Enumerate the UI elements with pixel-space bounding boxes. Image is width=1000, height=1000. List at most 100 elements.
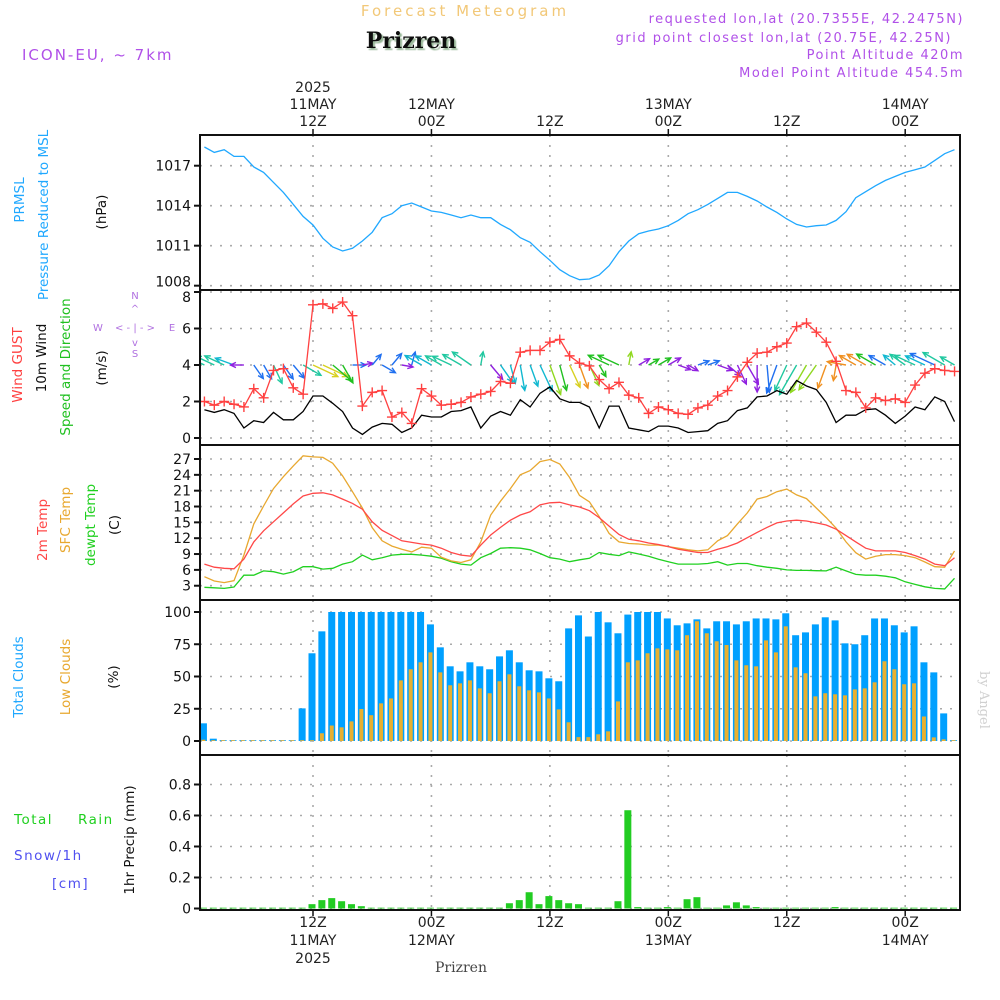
precip-bar (200, 907, 207, 909)
low-cloud-bar (635, 660, 640, 741)
bottom-time-label: 11MAY (290, 933, 337, 949)
total-cloud-bar (821, 617, 829, 741)
wind-arrow-head (520, 384, 528, 392)
wind-arrow-head (652, 358, 661, 365)
low-cloud-bar (310, 740, 314, 741)
watermark: by Angel (976, 671, 991, 729)
precip-bar (338, 901, 346, 909)
precip-total-label: Total (13, 812, 53, 828)
precip-bar (229, 907, 237, 909)
total-cloud-bar (367, 612, 375, 741)
clouds-tick-label: 25 (173, 702, 191, 718)
dewpoint-line (204, 547, 955, 590)
wind-arrow-head (855, 353, 863, 360)
precip-bar (802, 907, 809, 909)
top-time-label: 12MAY (408, 97, 455, 113)
wind-arrow-head (838, 354, 846, 361)
total-cloud-bar (387, 612, 395, 741)
wind-arrow-head (341, 371, 350, 378)
wind-arrow-head (684, 364, 693, 371)
total-cloud-bar (209, 738, 217, 741)
wind-tick-label: 2 (182, 395, 191, 411)
wind-arrow-head (414, 355, 422, 362)
wind-arrow-head (774, 384, 780, 393)
precip-bar (752, 907, 760, 909)
wind-gust-line-marker (377, 385, 388, 396)
low-cloud-bar (487, 693, 492, 741)
wind-arrow-head (741, 378, 748, 386)
wind-gust-line-marker (485, 386, 496, 397)
low-cloud-bar (517, 686, 522, 741)
precip-bar (387, 907, 395, 909)
wind-arrow-head (904, 355, 912, 362)
precip-bar (693, 897, 701, 909)
precip-bar (841, 907, 849, 909)
wind-gust-line-marker (732, 371, 743, 382)
precip-bar (288, 907, 296, 909)
low-cloud-bar (694, 621, 699, 741)
top-time-label: 12Z (536, 114, 563, 130)
wind-direction-arrow (845, 353, 867, 366)
clouds-unit: (%) (106, 665, 122, 688)
precip-tick-label: 0 (182, 902, 191, 918)
wind-arrow-head (600, 370, 607, 378)
wind-arrow-shaft (401, 364, 414, 368)
wind-arrow-head (882, 354, 890, 361)
wind-gust-line-marker (949, 366, 960, 377)
precip-bar (219, 907, 227, 909)
wind-direction-arrow (424, 355, 442, 366)
low-cloud-bar (477, 688, 482, 741)
wind-arrow-shaft (832, 364, 837, 381)
precip-bar (732, 902, 740, 909)
top-time-label: 12Z (299, 114, 326, 130)
wind-direction-arrow (568, 364, 581, 389)
wind-arrow-head (395, 352, 403, 360)
wind-gust-line-marker (308, 299, 318, 310)
pressure-tick-label: 1011 (155, 239, 191, 255)
total-cloud-bar (584, 636, 592, 741)
total-cloud-bar (920, 662, 928, 741)
precip-bar (792, 907, 800, 909)
grid-point-coords: grid point closest lon,lat (20.75E, 42.2… (616, 31, 952, 46)
wind-direction-arrow (451, 351, 472, 366)
wind-arrow-head (765, 386, 772, 395)
low-cloud-bar (764, 640, 769, 741)
wind-direction-arrow (529, 364, 540, 388)
low-cloud-bar (902, 684, 907, 741)
wind-arrow-shaft (922, 351, 946, 366)
wind-arrow-head (347, 376, 354, 385)
total-cloud-bar (347, 612, 355, 741)
top-time-label: 00Z (891, 114, 918, 130)
wind-gust-line-marker (535, 345, 546, 356)
wind-arrow-shaft (442, 353, 462, 366)
low-cloud-bar (714, 641, 719, 741)
low-cloud-bar (586, 737, 591, 741)
precip-bar (614, 901, 622, 909)
total-cloud-bar (298, 708, 306, 741)
low-cloud-bar (497, 681, 502, 741)
wind-arrow-head (734, 369, 742, 377)
wind-arrow-head (816, 382, 823, 390)
wind-gust-line-marker (219, 396, 230, 407)
precip-bar (328, 898, 336, 909)
low-cloud-bar (438, 672, 443, 741)
precip-bar (634, 907, 642, 909)
wind-arrow-shaft (332, 364, 352, 382)
wind-gust-line-marker (456, 397, 467, 408)
temperature-tick-label: 27 (173, 452, 191, 468)
bottom-time-label: 12Z (536, 915, 563, 931)
wind-direction-arrow (200, 362, 205, 366)
wind-direction-arrow (312, 364, 340, 378)
wind-direction-arrow (765, 364, 778, 395)
wind-arrow-shaft (697, 360, 710, 366)
pressure-label-prmsl: PRMSL (12, 177, 28, 223)
wind-arrow-head (586, 354, 595, 361)
low-cloud-bar (201, 739, 206, 741)
wind-arrow-shaft (846, 353, 867, 366)
wind-direction-arrow (213, 356, 235, 366)
wind-gust-line-marker (475, 389, 486, 400)
wind-arrow-head (403, 354, 412, 361)
low-cloud-bar (921, 716, 926, 741)
wind-arrow-shaft (839, 354, 857, 366)
